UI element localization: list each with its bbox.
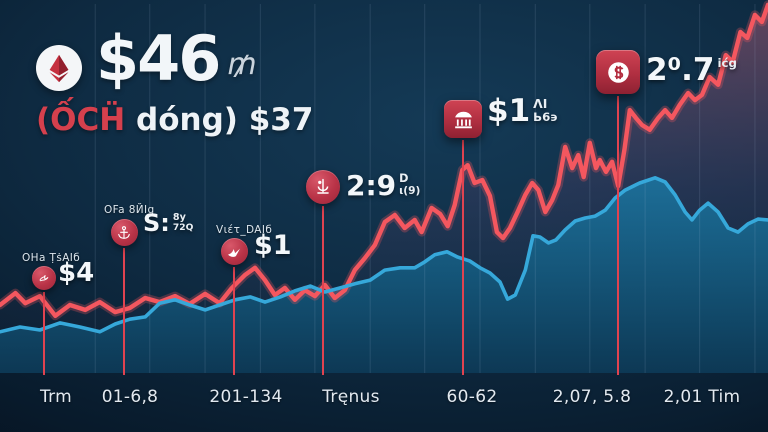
marker-value-m2: S: 8y 72Q bbox=[143, 209, 194, 237]
x-axis-label-5: 2,07, 5.8 bbox=[552, 387, 632, 407]
x-axis-label-6: 2,01 Tim bbox=[663, 387, 741, 407]
x-axis-label-3: Tręnus bbox=[322, 387, 380, 407]
bank-icon[interactable] bbox=[444, 100, 482, 138]
marker-caption-m2: OFa 8ЙIg bbox=[104, 204, 155, 216]
marker-value-m6: 2⁰.7 ićg bbox=[646, 52, 737, 88]
subtitle-accent: (ỐCḦ bbox=[36, 102, 126, 138]
price-value: $46 bbox=[96, 22, 221, 95]
x-axis-label-0: Trm bbox=[39, 387, 73, 407]
eth-coin-badge[interactable] bbox=[36, 45, 82, 91]
x-axis-label-1: 01-6,8 bbox=[101, 387, 159, 407]
anchor-icon[interactable] bbox=[110, 219, 138, 246]
marker-value-m1: $4 bbox=[58, 258, 95, 288]
marker-caption-m1: OHa ṬṡAIб bbox=[22, 252, 81, 264]
subtitle-mid: dóng) bbox=[136, 102, 238, 138]
subtitle: (ỐCḦ dóng) $37 bbox=[36, 102, 313, 138]
swoosh-icon[interactable] bbox=[220, 238, 248, 265]
x-axis-label-4: 60-6̈2 bbox=[446, 387, 498, 407]
marker-value-m3: $1 bbox=[254, 230, 292, 261]
marker-value-m5: $1 ΛΙ Ь6϶ bbox=[487, 93, 558, 129]
scribble-icon[interactable] bbox=[32, 266, 56, 290]
eth-logo-icon bbox=[49, 54, 69, 83]
dollar-icon[interactable] bbox=[596, 50, 640, 94]
x-axis-label-2: 201-134 bbox=[209, 387, 283, 407]
scale-icon[interactable] bbox=[306, 170, 340, 204]
marker-caption-m3: Vιέτ_DAIб bbox=[216, 224, 273, 236]
subtitle-value: $37 bbox=[248, 102, 314, 138]
price-suffix: ₥ bbox=[227, 47, 257, 82]
price-title: $46 ₥ bbox=[96, 28, 257, 90]
